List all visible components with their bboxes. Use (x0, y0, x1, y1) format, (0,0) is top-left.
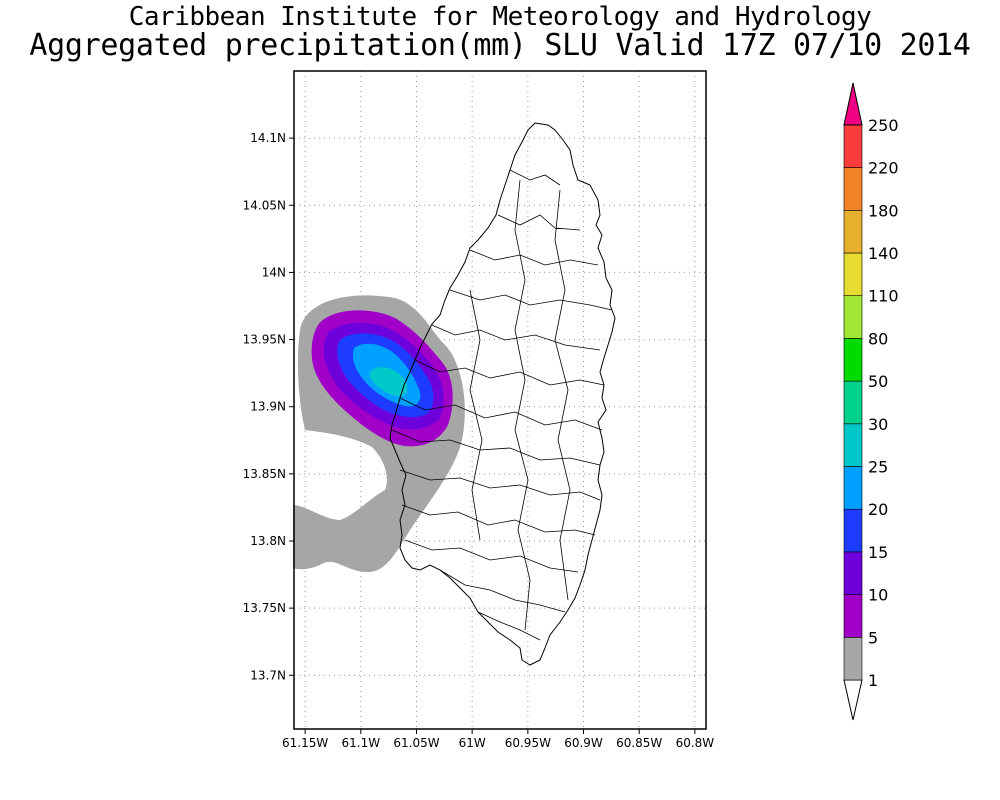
colorbar-segment (843, 338, 863, 382)
map-area (293, 70, 707, 730)
colorbar-segment (843, 380, 863, 425)
colorbar-label: 250 (868, 116, 899, 135)
colorbar-segment (843, 210, 863, 254)
colorbar-label: 140 (868, 244, 899, 263)
precip-contour-25mm (369, 367, 408, 396)
colorbar-label: 80 (868, 329, 888, 348)
river-lines (391, 169, 613, 641)
colorbar-segment (843, 508, 863, 553)
latitude-axis: 13.7N 13.75N 13.8N 13.85N 13.9N 13.95N 14N 14.0… (243, 131, 294, 682)
colorbar-segment (843, 551, 863, 595)
lon-tick-label: 61.1W (342, 736, 381, 750)
lon-tick-label: 60.95W (505, 736, 551, 750)
colorbar-segment (843, 594, 863, 638)
colorbar-label: 30 (868, 415, 888, 434)
colorbar-segment (843, 295, 863, 339)
lon-tick-label: 60.9W (564, 736, 603, 750)
colorbar-segment (843, 124, 863, 168)
colorbar-label: 180 (868, 201, 899, 220)
chart-subtitle: Aggregated precipitation(mm) SLU Valid 1… (29, 28, 971, 63)
chart-title: Caribbean Institute for Meteorology and … (128, 2, 872, 32)
colorbar-label: 1 (868, 671, 878, 690)
colorbar-segment (843, 423, 863, 467)
colorbar-label: 220 (868, 159, 899, 178)
map-frame (293, 70, 707, 730)
longitude-axis: 61.15W 61.1W 61.05W 61W 60.95W 60.9W 60.85W 60.… (282, 729, 714, 750)
lon-tick-label: 61.05W (393, 736, 439, 750)
grid-lines (294, 71, 706, 729)
colorbar-segment (843, 167, 863, 211)
lon-tick-label: 60.8W (676, 736, 715, 750)
lat-tick-label: 13.8N (250, 534, 286, 548)
colorbar-bottom-arrow (843, 679, 863, 721)
lon-tick-label: 61W (459, 736, 486, 750)
colorbar-segment (843, 466, 863, 510)
colorbar-label: 20 (868, 500, 888, 519)
colorbar-label: 5 (868, 628, 878, 647)
colorbar-label: 110 (868, 287, 899, 306)
precipitation-field (293, 295, 465, 572)
lon-tick-label: 60.85W (616, 736, 662, 750)
colorbar-segment (843, 252, 863, 297)
colorbar-label: 10 (868, 586, 888, 605)
lat-tick-label: 13.95N (243, 333, 286, 347)
saint-lucia-outline (389, 122, 616, 666)
colorbar-label: 50 (868, 372, 888, 391)
island-coastline (389, 122, 616, 666)
lat-tick-label: 14.05N (243, 198, 286, 212)
lat-tick-label: 14N (262, 265, 286, 279)
lat-tick-label: 13.7N (250, 668, 286, 682)
colorbar-segment (843, 636, 863, 681)
lat-tick-label: 13.9N (250, 400, 286, 414)
colorbar-top-arrow (843, 82, 863, 126)
lat-tick-label: 13.85N (243, 467, 286, 481)
colorbar-label: 25 (868, 458, 888, 477)
lat-tick-label: 13.75N (243, 601, 286, 615)
lon-tick-label: 61.15W (282, 736, 328, 750)
lat-tick-label: 14.1N (250, 131, 286, 145)
colorbar-label: 15 (868, 543, 888, 562)
